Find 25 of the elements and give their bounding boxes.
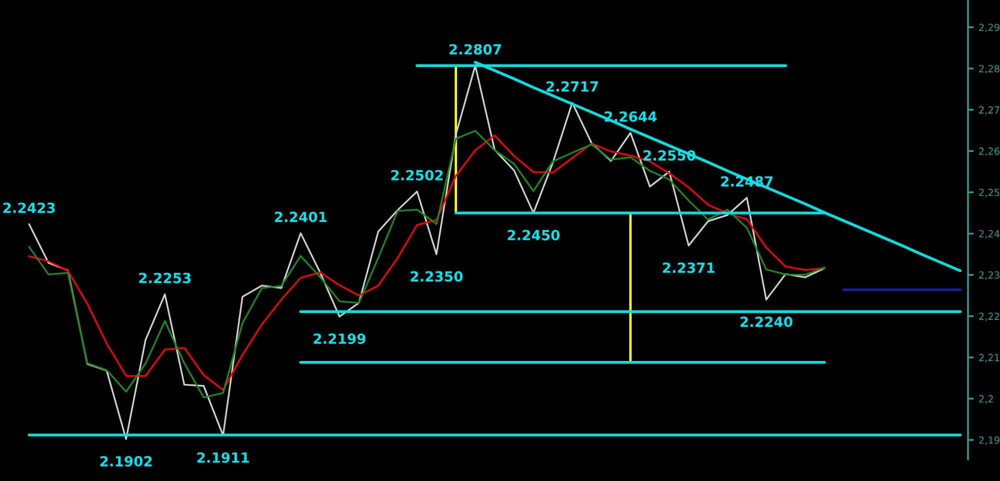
data-label: 2.2644 [604, 111, 657, 122]
data-label: 2.1902 [100, 456, 152, 467]
y-tick-label: 2,25 [979, 188, 1000, 198]
data-label: 2.1911 [197, 452, 249, 463]
y-tick-label: 2,21 [979, 354, 1000, 362]
data-label: 2.2502 [391, 170, 443, 180]
data-label: 2.2253 [139, 272, 191, 284]
data-label: 2.2401 [274, 212, 327, 222]
y-tick-label: 2,2 [979, 395, 993, 404]
y-tick-label: 2,23 [979, 271, 1000, 280]
data-label: 2.2371 [662, 262, 714, 273]
y-tick-label: 2,28 [979, 64, 1000, 74]
data-label: 2.2199 [314, 333, 366, 344]
y-tick-label: 2,29 [979, 24, 1000, 32]
data-label: 2.2240 [740, 316, 792, 328]
y-tick-label: 2,24 [979, 230, 1000, 238]
y-tick-label: 2,19 [979, 436, 1000, 445]
data-label: 2.2423 [3, 202, 55, 214]
data-label: 2.2717 [546, 81, 598, 92]
y-tick-label: 2,27 [979, 106, 1000, 115]
data-label: 2.2350 [410, 271, 463, 282]
data-label: 2.2450 [508, 230, 560, 240]
data-label: 2.2807 [450, 44, 501, 55]
y-tick-label: 2,22 [979, 312, 1000, 321]
y-tick-label: 2,26 [979, 148, 1000, 156]
